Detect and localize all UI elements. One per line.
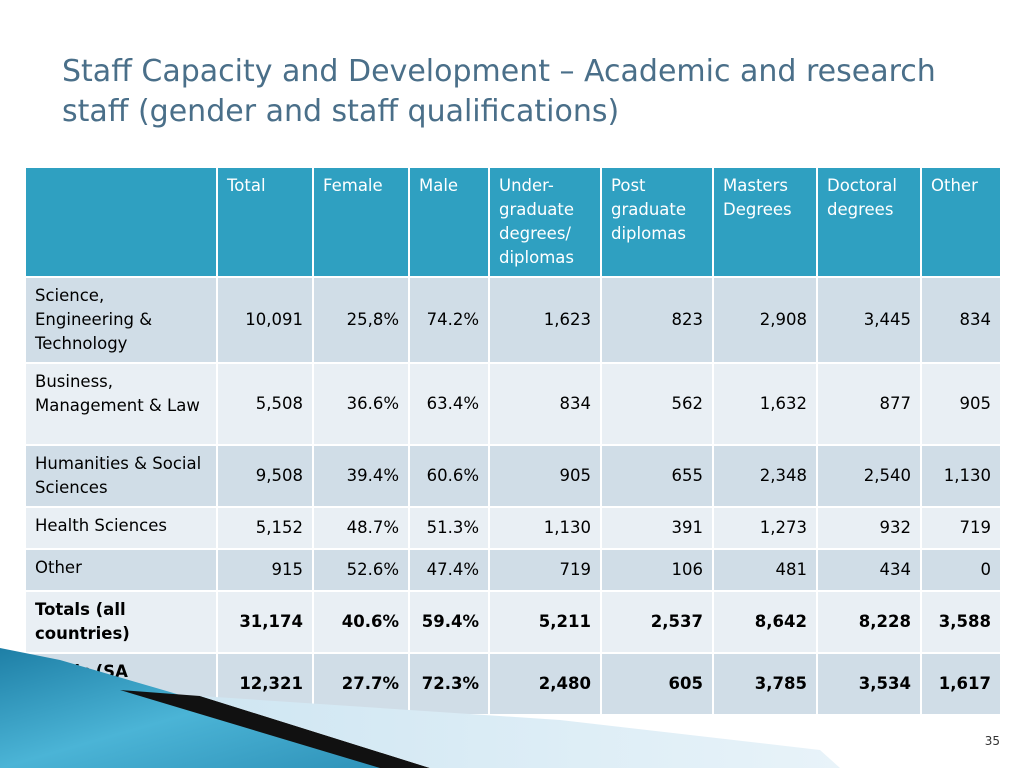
cell-female: 36.6% bbox=[312, 362, 410, 446]
cell-masters: 1,632 bbox=[712, 362, 818, 446]
page-number: 35 bbox=[984, 734, 1000, 748]
cell-doctoral: 434 bbox=[816, 548, 922, 592]
cell-postgraduate: 823 bbox=[600, 276, 714, 364]
cell-postgraduate: 605 bbox=[600, 652, 714, 716]
header-cell-doctoral: Doctoral degrees bbox=[816, 166, 922, 278]
header-cell-other: Other bbox=[920, 166, 1002, 278]
header-cell-postgraduate: Post graduate diplomas bbox=[600, 166, 714, 278]
decorative-swoosh bbox=[0, 648, 840, 768]
cell-postgraduate: 106 bbox=[600, 548, 714, 592]
row-category: Health Sciences bbox=[24, 506, 218, 550]
cell-doctoral: 8,228 bbox=[816, 590, 922, 654]
cell-masters: 2,908 bbox=[712, 276, 818, 364]
header-cell-total: Total bbox=[216, 166, 314, 278]
cell-undergraduate: 1,130 bbox=[488, 506, 602, 550]
header-cell-undergraduate: Under-graduate degrees/ diplomas bbox=[488, 166, 602, 278]
row-category: Humanities & Social Sciences bbox=[24, 444, 218, 508]
cell-undergraduate: 834 bbox=[488, 362, 602, 446]
cell-total: 10,091 bbox=[216, 276, 314, 364]
cell-undergraduate: 905 bbox=[488, 444, 602, 508]
cell-postgraduate: 391 bbox=[600, 506, 714, 550]
cell-total: 31,174 bbox=[216, 590, 314, 654]
cell-undergraduate: 719 bbox=[488, 548, 602, 592]
cell-doctoral: 3,534 bbox=[816, 652, 922, 716]
cell-undergraduate: 5,211 bbox=[488, 590, 602, 654]
cell-undergraduate: 2,480 bbox=[488, 652, 602, 716]
cell-male: 47.4% bbox=[408, 548, 490, 592]
header-cell-female: Female bbox=[312, 166, 410, 278]
cell-male: 59.4% bbox=[408, 590, 490, 654]
cell-male: 63.4% bbox=[408, 362, 490, 446]
row-category: Science, Engineering & Technology bbox=[24, 276, 218, 364]
cell-total: 9,508 bbox=[216, 444, 314, 508]
cell-total: 915 bbox=[216, 548, 314, 592]
cell-doctoral: 932 bbox=[816, 506, 922, 550]
cell-doctoral: 877 bbox=[816, 362, 922, 446]
row-category: Other bbox=[24, 548, 218, 592]
table-row: Humanities & Social Sciences 9,508 39.4%… bbox=[24, 444, 1002, 508]
cell-female: 52.6% bbox=[312, 548, 410, 592]
table-row-total: Totals (all countries) 31,174 40.6% 59.4… bbox=[24, 590, 1002, 654]
cell-doctoral: 3,445 bbox=[816, 276, 922, 364]
slide-title: Staff Capacity and Development – Academi… bbox=[62, 54, 936, 129]
cell-female: 39.4% bbox=[312, 444, 410, 508]
cell-male: 60.6% bbox=[408, 444, 490, 508]
cell-masters: 481 bbox=[712, 548, 818, 592]
cell-postgraduate: 562 bbox=[600, 362, 714, 446]
cell-postgraduate: 2,537 bbox=[600, 590, 714, 654]
cell-other: 0 bbox=[920, 548, 1002, 592]
cell-other: 834 bbox=[920, 276, 1002, 364]
cell-male: 51.3% bbox=[408, 506, 490, 550]
header-cell-masters: Masters Degrees bbox=[712, 166, 818, 278]
row-category: Business, Management & Law bbox=[24, 362, 218, 446]
cell-male: 72.3% bbox=[408, 652, 490, 716]
cell-other: 1,617 bbox=[920, 652, 1002, 716]
cell-other: 719 bbox=[920, 506, 1002, 550]
table-row: Science, Engineering & Technology 10,091… bbox=[24, 276, 1002, 364]
cell-total: 5,152 bbox=[216, 506, 314, 550]
cell-female: 25,8% bbox=[312, 276, 410, 364]
cell-other: 905 bbox=[920, 362, 1002, 446]
row-category: Totals (all countries) bbox=[24, 590, 218, 654]
cell-female: 48.7% bbox=[312, 506, 410, 550]
cell-other: 3,588 bbox=[920, 590, 1002, 654]
cell-masters: 3,785 bbox=[712, 652, 818, 716]
staff-qualifications-table: Total Female Male Under-graduate degrees… bbox=[24, 166, 1002, 716]
cell-doctoral: 2,540 bbox=[816, 444, 922, 508]
cell-postgraduate: 655 bbox=[600, 444, 714, 508]
cell-masters: 8,642 bbox=[712, 590, 818, 654]
cell-masters: 2,348 bbox=[712, 444, 818, 508]
cell-undergraduate: 1,623 bbox=[488, 276, 602, 364]
cell-male: 74.2% bbox=[408, 276, 490, 364]
cell-total: 5,508 bbox=[216, 362, 314, 446]
cell-other: 1,130 bbox=[920, 444, 1002, 508]
header-cell-male: Male bbox=[408, 166, 490, 278]
header-cell-blank bbox=[24, 166, 218, 278]
table-row: Health Sciences 5,152 48.7% 51.3% 1,130 … bbox=[24, 506, 1002, 550]
table-row: Other 915 52.6% 47.4% 719 106 481 434 0 bbox=[24, 548, 1002, 592]
cell-female: 40.6% bbox=[312, 590, 410, 654]
table-row: Business, Management & Law 5,508 36.6% 6… bbox=[24, 362, 1002, 446]
table-header-row: Total Female Male Under-graduate degrees… bbox=[24, 166, 1002, 278]
cell-masters: 1,273 bbox=[712, 506, 818, 550]
